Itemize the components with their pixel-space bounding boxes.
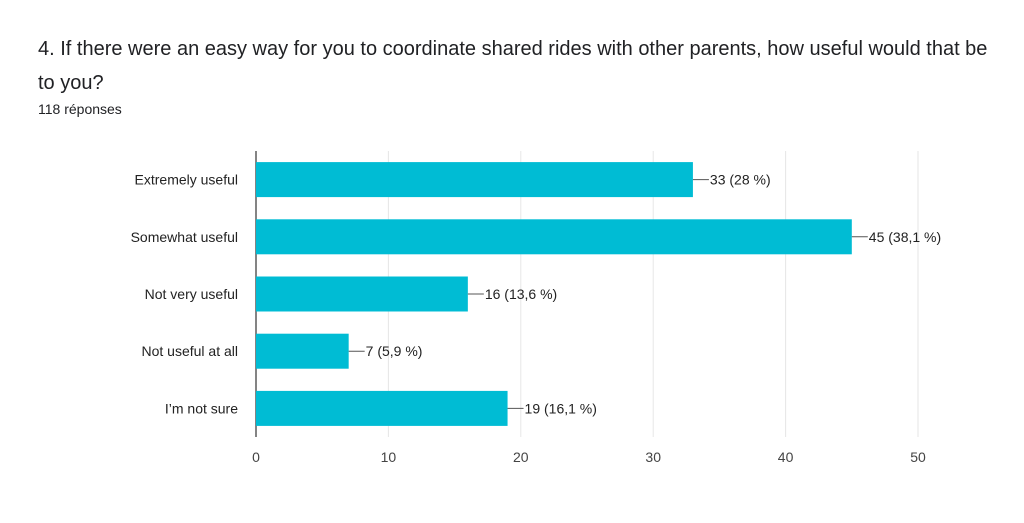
x-tick-label: 0 [252,449,260,465]
category-label: I’m not sure [165,400,238,416]
data-label: 33 (28 %) [710,172,771,188]
question-title: 4. If there were an easy way for you to … [38,38,988,94]
category-label: Extremely useful [135,172,238,188]
category-label: Not very useful [145,286,238,302]
data-label: 19 (16,1 %) [525,400,597,416]
category-label: Not useful at all [142,343,239,359]
bar [256,162,693,198]
x-tick-label: 30 [645,449,661,465]
x-tick-label: 10 [381,449,397,465]
data-label: 45 (38,1 %) [869,229,941,245]
bar [256,219,852,255]
category-label: Somewhat useful [131,229,238,245]
bar [256,333,349,369]
bar [256,276,468,312]
data-label: 7 (5,9 %) [366,343,423,359]
data-label: 16 (13,6 %) [485,286,557,302]
x-tick-label: 20 [513,449,529,465]
x-tick-label: 50 [910,449,926,465]
bar [256,390,508,426]
x-tick-label: 40 [778,449,794,465]
response-count: 118 réponses [38,101,122,117]
